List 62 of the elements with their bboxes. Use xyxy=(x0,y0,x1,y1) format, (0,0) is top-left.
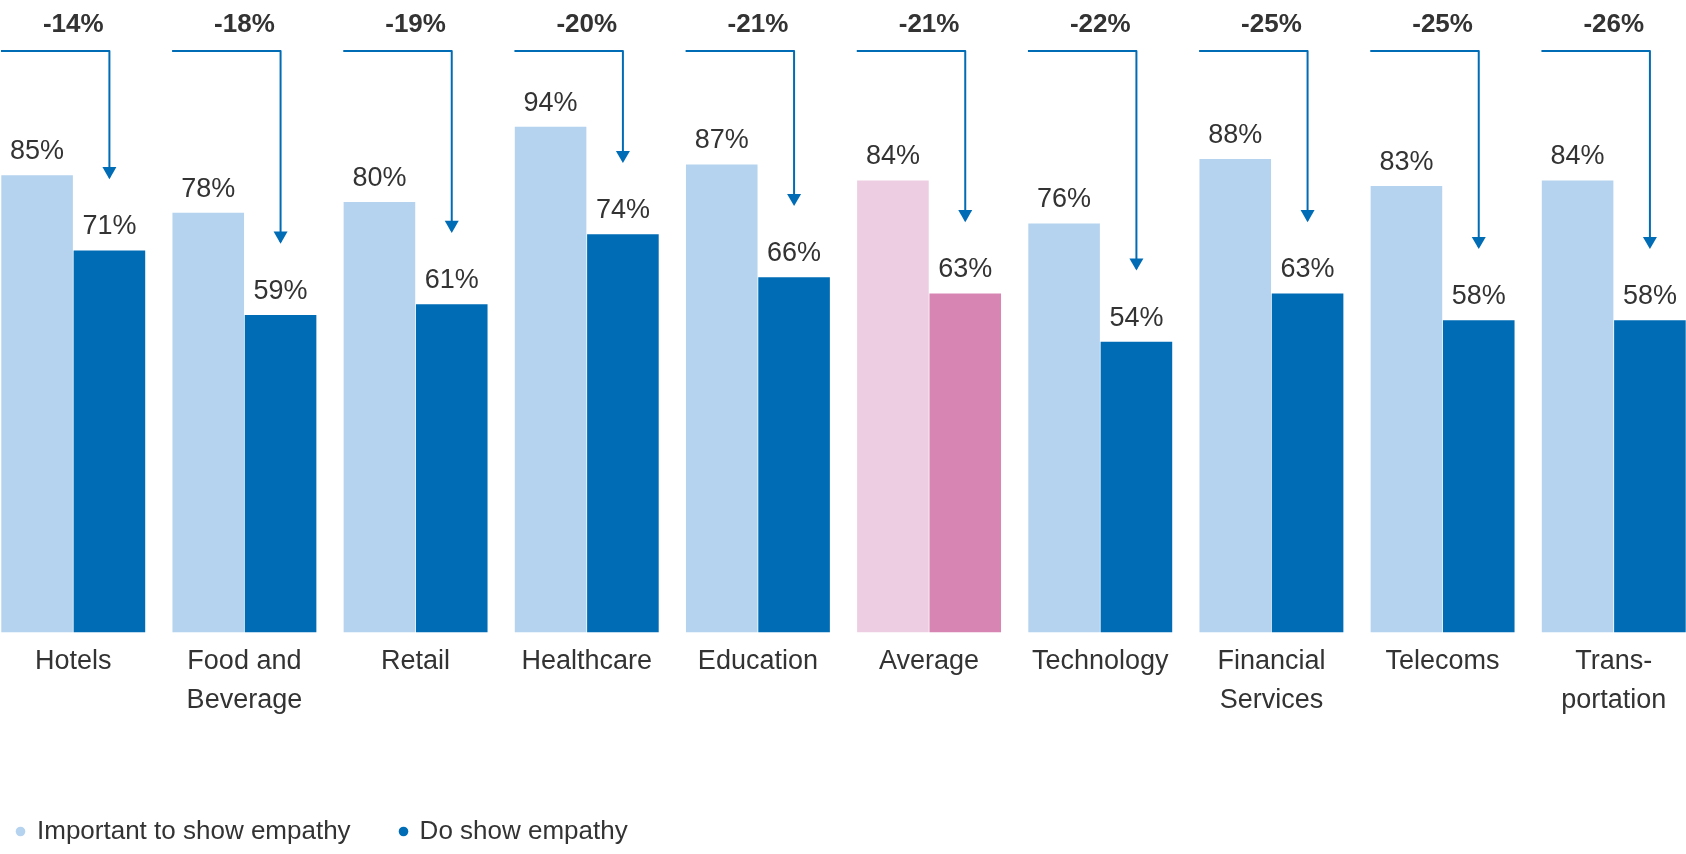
legend-label: Important to show empathy xyxy=(37,815,351,846)
x-tick-label: Hotels xyxy=(34,644,112,675)
data-label: 63% xyxy=(1280,253,1335,284)
data-label: 66% xyxy=(767,237,822,268)
data-label: 87% xyxy=(694,124,749,155)
x-tick-label: Food and Beverage xyxy=(186,644,303,714)
bar xyxy=(1100,341,1173,633)
bar xyxy=(73,250,146,633)
data-label: 58% xyxy=(1451,280,1506,311)
data-label: 63% xyxy=(938,253,993,284)
bar xyxy=(244,314,317,633)
bar xyxy=(1028,223,1100,633)
data-label: 84% xyxy=(865,140,920,171)
data-label: 74% xyxy=(595,194,650,225)
data-label: 94% xyxy=(523,86,578,117)
bar xyxy=(685,164,758,633)
bar xyxy=(929,293,1002,633)
data-label: 83% xyxy=(1379,145,1434,176)
data-label: 61% xyxy=(424,264,479,295)
bar xyxy=(514,126,587,633)
data-label: 84% xyxy=(1550,140,1605,171)
bar xyxy=(587,234,659,633)
bar xyxy=(1199,159,1272,633)
text: -21% xyxy=(727,8,789,39)
text: -25% xyxy=(1241,8,1302,39)
x-tick-label: Trans-portation xyxy=(1561,644,1667,714)
x-tick-label: Retail xyxy=(381,644,451,675)
data-label: 58% xyxy=(1622,280,1677,311)
data-label: 54% xyxy=(1109,301,1164,332)
bar xyxy=(1442,320,1515,633)
data-label: 80% xyxy=(352,161,407,192)
text: -26% xyxy=(1583,8,1645,39)
bar xyxy=(172,212,245,633)
bar xyxy=(1614,320,1686,633)
bar xyxy=(758,277,830,633)
x-tick-label: Telecoms xyxy=(1385,644,1500,675)
data-label: 59% xyxy=(253,274,308,305)
data-label: 85% xyxy=(10,135,65,166)
text: -25% xyxy=(1412,8,1473,39)
bar xyxy=(1541,180,1614,633)
bar xyxy=(1,175,73,633)
x-tick-label: Average xyxy=(879,644,980,675)
x-tick-label: Financial Services xyxy=(1217,644,1326,714)
text: -14% xyxy=(42,8,104,39)
x-tick-label: Technology xyxy=(1031,644,1170,675)
data-label: 71% xyxy=(82,210,137,241)
text: -20% xyxy=(556,8,618,39)
bar xyxy=(343,202,416,633)
x-tick-label: Healthcare xyxy=(521,644,653,675)
data-label: 88% xyxy=(1208,118,1263,149)
bar xyxy=(415,304,488,633)
text: -18% xyxy=(214,8,275,39)
text: -22% xyxy=(1069,8,1131,39)
bar xyxy=(1370,185,1443,633)
bar xyxy=(857,180,929,633)
data-label: 76% xyxy=(1037,183,1092,214)
legend-label: Do show empathy xyxy=(419,815,628,846)
x-tick-label: Education xyxy=(697,644,818,675)
text: -21% xyxy=(898,8,960,39)
text: -19% xyxy=(385,8,446,39)
bar xyxy=(1271,293,1344,633)
data-label: 78% xyxy=(181,172,236,203)
